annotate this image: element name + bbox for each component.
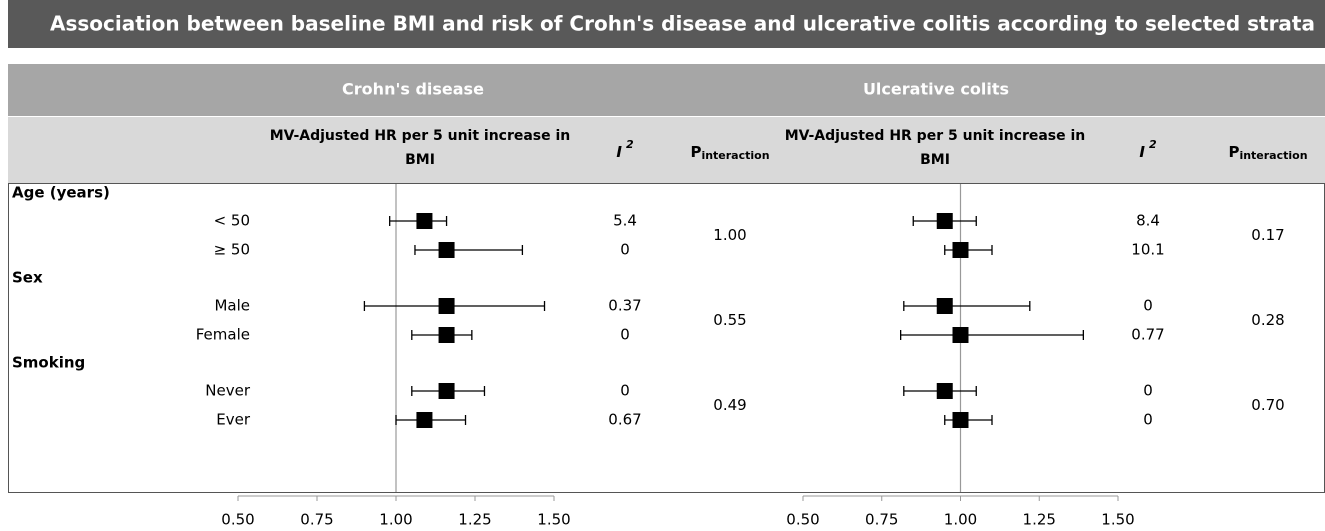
page-title: Association between baseline BMI and ris…	[50, 12, 1315, 36]
i2-value: 0	[1143, 411, 1153, 429]
stratum-label: Age (years)	[12, 184, 110, 202]
p-value: 0.17	[1251, 226, 1284, 244]
p-header: Pinteraction	[690, 143, 769, 163]
estimate-marker	[438, 327, 455, 343]
level-label: Male	[214, 297, 250, 315]
i2-value: 0.37	[608, 297, 641, 315]
x-tick-label: 1.50	[1101, 511, 1134, 529]
p-value: 1.00	[713, 226, 746, 244]
i2-header-sup: 2	[1149, 138, 1157, 151]
level-label: < 50	[214, 212, 250, 230]
i2-value: 0	[620, 382, 630, 400]
p-value: 0.49	[713, 396, 746, 414]
i2-value: 0	[620, 326, 630, 344]
group-bar	[8, 64, 1325, 116]
x-tick-label: 1.00	[944, 511, 977, 529]
header-bar	[8, 117, 1325, 183]
p-header: Pinteraction	[1228, 143, 1307, 163]
estimate-marker	[416, 412, 433, 428]
estimate-header: MV-Adjusted HR per 5 unit increase in BM…	[269, 128, 571, 168]
i2-value: 0	[1143, 297, 1153, 315]
p-header-sub: interaction	[701, 149, 769, 162]
group-title: Crohn's disease	[342, 80, 484, 99]
stratum-label: Sex	[12, 269, 43, 287]
x-tick-label: 1.50	[537, 511, 570, 529]
estimate-marker	[936, 213, 953, 229]
estimate-header: MV-Adjusted HR per 5 unit increase in BM…	[784, 128, 1086, 168]
x-tick-label: 1.25	[1023, 511, 1056, 529]
x-tick-label: 0.75	[865, 511, 898, 529]
x-tick-label: 0.50	[786, 511, 819, 529]
i2-value: 0.67	[608, 411, 641, 429]
title-bar	[8, 0, 1325, 48]
level-label: ≥ 50	[214, 241, 250, 259]
x-tick-label: 1.25	[458, 511, 491, 529]
i2-value: 8.4	[1136, 212, 1160, 230]
i2-value: 0	[1143, 382, 1153, 400]
estimate-marker	[952, 242, 969, 258]
i2-value: 10.1	[1131, 241, 1164, 259]
level-label: Ever	[216, 411, 251, 429]
level-label: Female	[196, 326, 250, 344]
i2-value: 5.4	[613, 212, 637, 230]
estimate-marker	[936, 298, 953, 314]
x-tick-label: 0.50	[221, 511, 254, 529]
i2-value: 0.77	[1131, 326, 1164, 344]
estimate-marker	[438, 383, 455, 399]
estimate-marker	[952, 412, 969, 428]
x-tick-label: 1.00	[379, 511, 412, 529]
p-header-base: P	[690, 143, 701, 161]
estimate-marker	[438, 298, 455, 314]
group-title: Ulcerative colits	[863, 80, 1009, 99]
p-header-base: P	[1228, 143, 1239, 161]
stratum-label: Smoking	[12, 354, 85, 372]
level-label: Never	[205, 382, 251, 400]
estimate-marker	[952, 327, 969, 343]
i2-header-base: I	[616, 143, 622, 161]
p-value: 0.28	[1251, 311, 1284, 329]
estimate-marker	[438, 242, 455, 258]
x-tick-label: 0.75	[300, 511, 333, 529]
i2-value: 0	[620, 241, 630, 259]
i2-header-base: I	[1139, 143, 1145, 161]
estimate-marker	[416, 213, 433, 229]
estimate-marker	[936, 383, 953, 399]
p-value: 0.55	[713, 311, 746, 329]
p-value: 0.70	[1251, 396, 1284, 414]
i2-header-sup: 2	[626, 138, 634, 151]
p-header-sub: interaction	[1239, 149, 1307, 162]
